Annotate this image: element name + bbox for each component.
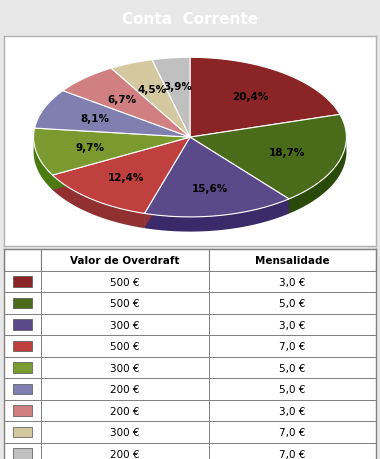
- Text: 4,5%: 4,5%: [137, 85, 166, 95]
- Polygon shape: [190, 138, 289, 214]
- PathPatch shape: [190, 58, 340, 138]
- Text: 7,0 €: 7,0 €: [279, 427, 306, 437]
- Text: 5,0 €: 5,0 €: [279, 384, 306, 394]
- Bar: [4, 421, 41, 443]
- Text: 15,6%: 15,6%: [192, 184, 228, 194]
- Bar: [13, 384, 32, 395]
- Bar: [4, 379, 41, 400]
- Bar: [13, 448, 32, 459]
- Bar: [4, 314, 41, 336]
- Bar: [4, 400, 41, 421]
- PathPatch shape: [152, 58, 190, 138]
- Text: 300 €: 300 €: [110, 427, 139, 437]
- Polygon shape: [144, 138, 190, 229]
- PathPatch shape: [144, 138, 289, 218]
- Text: 20,4%: 20,4%: [233, 91, 269, 101]
- PathPatch shape: [63, 69, 190, 138]
- Bar: [41, 293, 209, 314]
- Bar: [4, 357, 41, 379]
- Bar: [13, 341, 32, 352]
- Bar: [209, 314, 376, 336]
- Bar: [209, 250, 376, 271]
- Bar: [41, 421, 209, 443]
- Bar: [41, 314, 209, 336]
- Bar: [4, 293, 41, 314]
- Text: Valor de Overdraft: Valor de Overdraft: [70, 256, 180, 265]
- Text: 3,0 €: 3,0 €: [279, 320, 306, 330]
- Text: Conta  Corrente: Conta Corrente: [122, 12, 258, 27]
- Text: 300 €: 300 €: [110, 320, 139, 330]
- Bar: [13, 405, 32, 416]
- PathPatch shape: [190, 115, 347, 200]
- Bar: [41, 250, 209, 271]
- Text: 500 €: 500 €: [110, 341, 139, 351]
- Bar: [4, 443, 41, 459]
- Text: Mensalidade: Mensalidade: [255, 256, 330, 265]
- Text: 18,7%: 18,7%: [269, 148, 306, 158]
- Text: 12,4%: 12,4%: [108, 173, 144, 183]
- Bar: [4, 336, 41, 357]
- Bar: [41, 271, 209, 293]
- Polygon shape: [144, 200, 289, 232]
- Bar: [13, 363, 32, 373]
- Bar: [209, 271, 376, 293]
- Bar: [13, 319, 32, 330]
- Text: 8,1%: 8,1%: [81, 114, 109, 124]
- Polygon shape: [289, 137, 347, 214]
- Bar: [209, 336, 376, 357]
- Bar: [4, 271, 41, 293]
- Bar: [41, 379, 209, 400]
- Bar: [209, 379, 376, 400]
- Bar: [41, 443, 209, 459]
- Text: 200 €: 200 €: [110, 406, 139, 416]
- Bar: [209, 293, 376, 314]
- Text: 3,9%: 3,9%: [163, 81, 192, 91]
- Text: 6,7%: 6,7%: [107, 95, 136, 105]
- Text: 7,0 €: 7,0 €: [279, 341, 306, 351]
- Bar: [41, 336, 209, 357]
- Text: 500 €: 500 €: [110, 277, 139, 287]
- Bar: [209, 443, 376, 459]
- Polygon shape: [52, 138, 190, 190]
- Text: 500 €: 500 €: [110, 298, 139, 308]
- Text: 200 €: 200 €: [110, 448, 139, 459]
- Text: 5,0 €: 5,0 €: [279, 363, 306, 373]
- Bar: [209, 421, 376, 443]
- PathPatch shape: [111, 61, 190, 138]
- PathPatch shape: [35, 91, 190, 138]
- Text: 300 €: 300 €: [110, 363, 139, 373]
- Polygon shape: [190, 138, 289, 214]
- Text: 5,0 €: 5,0 €: [279, 298, 306, 308]
- Polygon shape: [33, 137, 52, 190]
- Text: 200 €: 200 €: [110, 384, 139, 394]
- PathPatch shape: [52, 138, 190, 214]
- Polygon shape: [52, 138, 190, 190]
- Bar: [4, 250, 41, 271]
- Bar: [41, 357, 209, 379]
- Text: 3,0 €: 3,0 €: [279, 406, 306, 416]
- Text: 7,0 €: 7,0 €: [279, 448, 306, 459]
- Bar: [209, 400, 376, 421]
- Polygon shape: [144, 138, 190, 229]
- Bar: [41, 400, 209, 421]
- Text: 9,7%: 9,7%: [76, 143, 105, 153]
- Polygon shape: [52, 176, 144, 229]
- Bar: [13, 298, 32, 309]
- Text: 3,0 €: 3,0 €: [279, 277, 306, 287]
- Bar: [13, 277, 32, 287]
- Bar: [13, 427, 32, 437]
- PathPatch shape: [33, 129, 190, 176]
- Bar: [209, 357, 376, 379]
